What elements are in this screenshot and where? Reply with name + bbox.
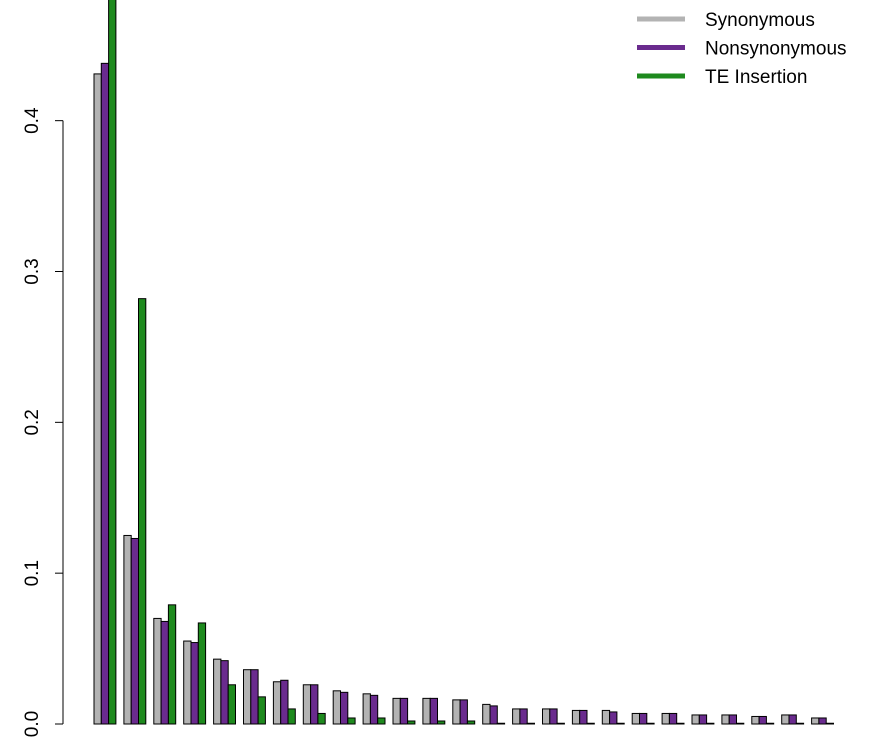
bar-synonymous-16	[542, 708, 551, 725]
bar-synonymous-24	[781, 714, 790, 725]
bar-synonymous-14	[482, 703, 491, 725]
bar-nonsynonymous-11	[399, 697, 409, 725]
bar-te-insertion-19	[646, 722, 655, 725]
bar-nonsynonymous-4	[190, 642, 199, 725]
bar-synonymous-6	[243, 669, 252, 725]
y-tick-label: 0.4	[22, 107, 43, 134]
bar-nonsynonymous-23	[758, 715, 767, 725]
y-tick-label: 0.0	[22, 711, 43, 737]
bar-te-insertion-1	[108, 0, 117, 725]
bar-nonsynonymous-5	[220, 660, 229, 725]
legend: Synonymous Nonsynonymous TE Insertion	[637, 10, 847, 88]
bar-te-insertion-13	[466, 720, 476, 725]
y-tick-label: 0.1	[22, 560, 43, 586]
bar-nonsynonymous-16	[549, 708, 558, 725]
bar-te-insertion-16	[556, 722, 565, 725]
bar-nonsynonymous-2	[130, 537, 139, 725]
y-axis: 0.0 0.1 0.2 0.3 0.4	[22, 107, 64, 737]
bar-nonsynonymous-15	[519, 708, 528, 725]
bar-nonsynonymous-19	[639, 712, 648, 725]
bar-nonsynonymous-6	[250, 669, 259, 725]
bar-nonsynonymous-9	[340, 691, 349, 725]
bar-synonymous-20	[661, 712, 670, 725]
bar-nonsynonymous-12	[429, 697, 439, 725]
bar-synonymous-18	[601, 709, 611, 725]
bar-synonymous-23	[751, 715, 760, 725]
bar-nonsynonymous-13	[459, 699, 468, 725]
bar-nonsynonymous-10	[369, 694, 379, 725]
bar-synonymous-22	[721, 714, 730, 725]
bar-synonymous-11	[392, 697, 401, 725]
bar-te-insertion-22	[736, 722, 745, 725]
bar-te-insertion-14	[496, 722, 506, 725]
bar-synonymous-8	[302, 684, 312, 725]
legend-label-nonsynonymous: Nonsynonymous	[705, 39, 847, 60]
bar-nonsynonymous-18	[609, 711, 618, 725]
bar-te-insertion-23	[765, 722, 775, 725]
bar-te-insertion-12	[437, 720, 446, 725]
bar-te-insertion-18	[616, 722, 625, 725]
legend-label-synonymous: Synonymous	[705, 10, 815, 31]
bar-synonymous-17	[571, 709, 581, 725]
bar-nonsynonymous-24	[788, 714, 797, 725]
bar-synonymous-4	[183, 640, 192, 725]
bar-te-insertion-24	[795, 722, 805, 725]
bar-nonsynonymous-7	[280, 679, 289, 725]
bars	[93, 0, 835, 725]
bar-te-insertion-15	[526, 722, 536, 725]
y-tick-label: 0.2	[22, 409, 43, 435]
bar-te-insertion-6	[257, 696, 266, 725]
bar-synonymous-9	[332, 690, 342, 725]
bar-te-insertion-21	[706, 722, 715, 725]
bar-synonymous-15	[512, 708, 521, 725]
y-tick-label: 0.3	[22, 258, 43, 284]
bar-nonsynonymous-22	[728, 714, 738, 725]
bar-te-insertion-3	[167, 604, 177, 725]
bar-synonymous-10	[362, 693, 371, 725]
bar-te-insertion-9	[347, 717, 356, 725]
bar-nonsynonymous-20	[668, 712, 678, 725]
legend-label-te-insertion: TE Insertion	[705, 67, 807, 88]
bar-te-insertion-5	[227, 684, 236, 725]
bar-nonsynonymous-17	[579, 709, 588, 725]
bar-te-insertion-8	[317, 712, 326, 725]
bar-nonsynonymous-3	[160, 620, 169, 725]
bar-synonymous-1	[93, 73, 102, 725]
bar-nonsynonymous-21	[698, 714, 708, 725]
bar-te-insertion-2	[138, 298, 147, 725]
bar-synonymous-25	[811, 717, 820, 725]
bar-nonsynonymous-25	[818, 717, 827, 725]
bar-synonymous-2	[123, 534, 132, 725]
bar-te-insertion-10	[377, 717, 386, 725]
bar-synonymous-7	[272, 681, 282, 725]
bar-te-insertion-4	[197, 622, 207, 725]
bar-synonymous-21	[691, 714, 700, 725]
bar-nonsynonymous-8	[310, 684, 319, 725]
bar-synonymous-3	[153, 617, 162, 725]
bar-te-insertion-17	[586, 722, 595, 725]
bar-synonymous-19	[631, 712, 641, 725]
bar-te-insertion-7	[287, 708, 296, 725]
bar-te-insertion-25	[825, 722, 835, 725]
bar-synonymous-12	[422, 697, 431, 725]
bar-te-insertion-20	[676, 722, 685, 725]
bar-synonymous-5	[213, 658, 222, 725]
bar-te-insertion-11	[407, 720, 416, 725]
bar-nonsynonymous-1	[100, 62, 110, 725]
bar-nonsynonymous-14	[489, 705, 498, 725]
bar-synonymous-13	[452, 699, 461, 725]
